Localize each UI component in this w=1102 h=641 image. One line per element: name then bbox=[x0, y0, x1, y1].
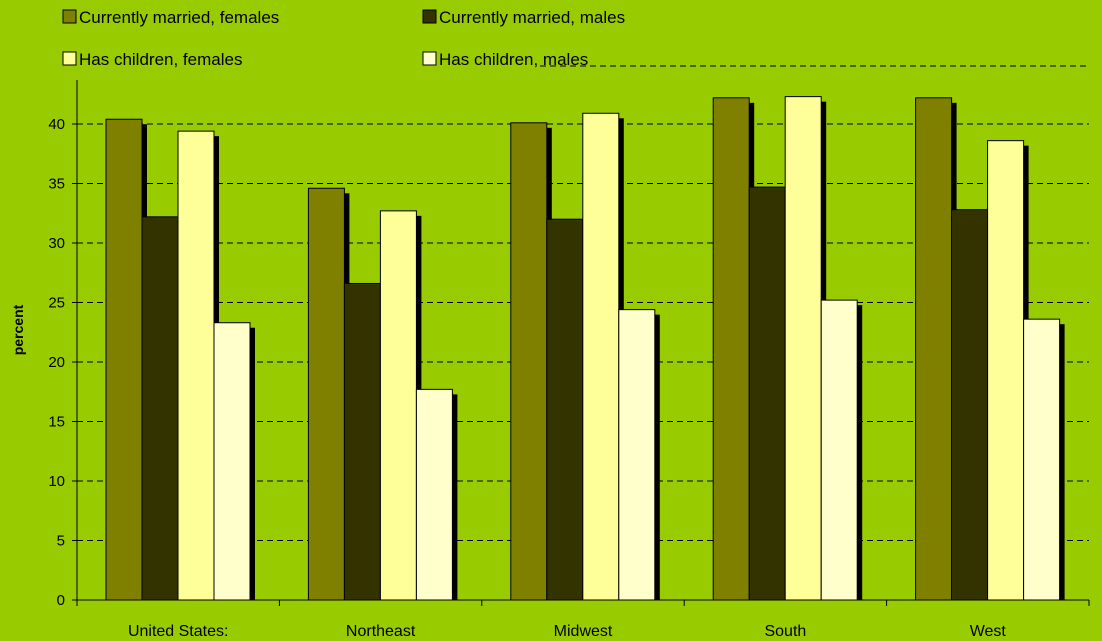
y-tick-label: 35 bbox=[48, 176, 65, 193]
y-tick-label: 40 bbox=[48, 116, 65, 133]
x-category-label: Northeast bbox=[346, 623, 416, 640]
legend-label: Has children, females bbox=[79, 50, 242, 69]
bar bbox=[343, 282, 381, 601]
legend-label: Has children, males bbox=[439, 50, 588, 69]
y-tick-label: 20 bbox=[48, 354, 65, 371]
legend-swatch bbox=[422, 9, 437, 24]
legend-label: Currently married, males bbox=[439, 8, 625, 27]
bar bbox=[748, 186, 786, 601]
bar bbox=[213, 322, 251, 601]
legend: Currently married, females Currently marr… bbox=[62, 8, 625, 69]
axes: 0 5 10 15 20 25 30 35 40 United States: Northeast M… bbox=[48, 80, 1090, 640]
y-tick-label: 5 bbox=[57, 533, 65, 550]
legend-swatch bbox=[422, 51, 437, 66]
bar bbox=[105, 118, 143, 601]
bar bbox=[712, 97, 750, 601]
bar bbox=[820, 299, 858, 601]
y-tick-label: 30 bbox=[48, 235, 65, 252]
bar bbox=[951, 209, 989, 601]
bar bbox=[141, 216, 179, 601]
y-tick-label: 25 bbox=[48, 295, 65, 312]
x-category-label: United States: bbox=[128, 623, 229, 640]
bar bbox=[618, 309, 656, 601]
y-axis-title: percent bbox=[10, 304, 26, 355]
bar bbox=[784, 96, 822, 601]
bar bbox=[379, 210, 417, 601]
bar bbox=[987, 140, 1025, 601]
legend-label: Currently married, females bbox=[79, 8, 279, 27]
bar bbox=[582, 112, 620, 601]
x-category-label: West bbox=[970, 623, 1007, 640]
bars bbox=[105, 96, 1065, 601]
y-tick-label: 0 bbox=[57, 592, 65, 609]
bar bbox=[307, 187, 345, 601]
y-tick-label: 10 bbox=[48, 473, 65, 490]
bar bbox=[546, 218, 584, 601]
x-category-label: South bbox=[764, 623, 806, 640]
legend-swatch bbox=[62, 9, 77, 24]
x-category-label: Midwest bbox=[554, 623, 613, 640]
bar bbox=[415, 388, 453, 601]
bar bbox=[915, 97, 953, 601]
legend-swatch bbox=[62, 51, 77, 66]
y-tick-label: 15 bbox=[48, 414, 65, 431]
bar bbox=[1023, 318, 1061, 601]
bar bbox=[510, 122, 548, 601]
bar bbox=[177, 130, 215, 601]
